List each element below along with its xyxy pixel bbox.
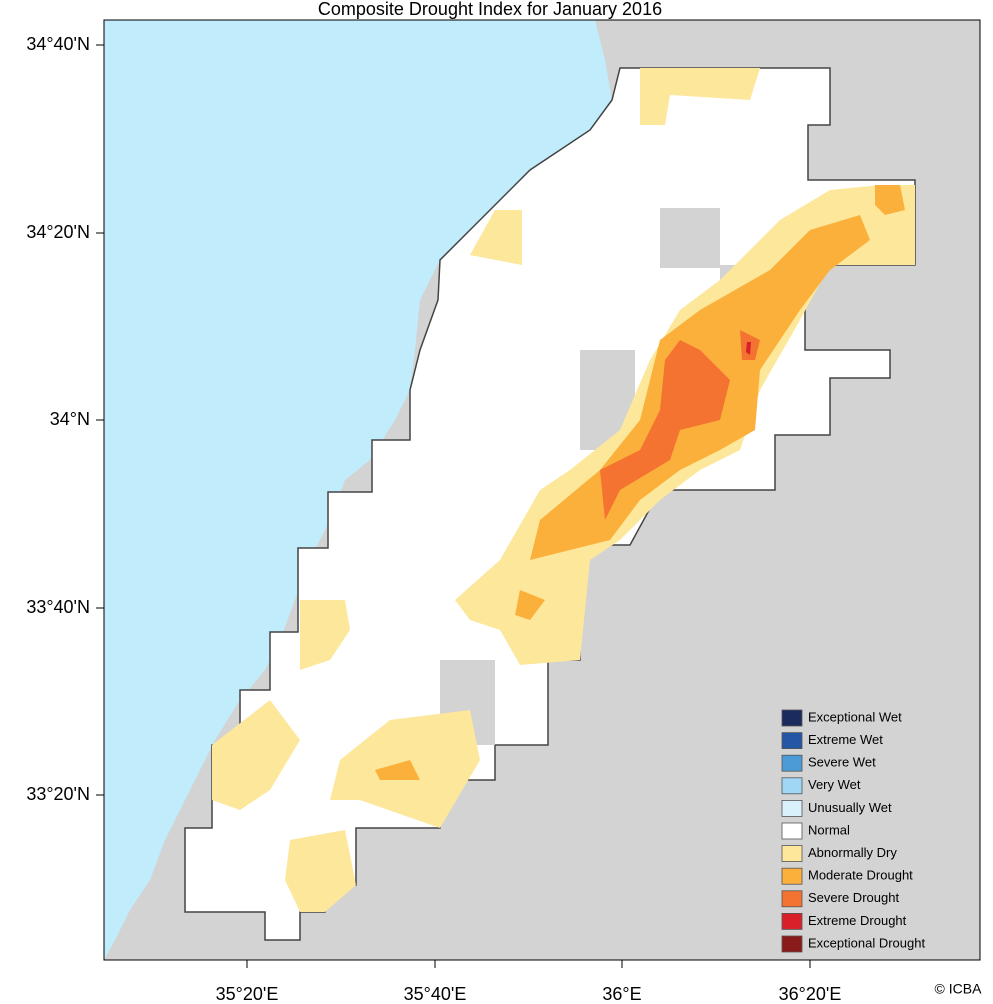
sea [104, 20, 612, 960]
dry-area [212, 700, 300, 810]
legend-label: Moderate Drought [808, 868, 913, 883]
legend-label: Abnormally Dry [808, 845, 897, 860]
dry-area [470, 210, 522, 265]
legend-label: Unusually Wet [808, 800, 892, 815]
legend-label: Severe Wet [808, 755, 876, 770]
map-area [103, 19, 981, 961]
legend-swatch [781, 935, 803, 953]
legend-swatch [781, 913, 803, 930]
no-data-cell [660, 208, 720, 268]
y-tick-label: 33°40'N [26, 597, 90, 617]
map-frame [103, 19, 981, 961]
y-tick-label: 34°20'N [26, 222, 90, 242]
legend-label: Exceptional Wet [808, 709, 902, 724]
dry-area [300, 600, 350, 670]
dry-area [285, 830, 356, 912]
legend-swatch [781, 845, 803, 862]
axes: 34°40'N 34°20'N 34°N 33°40'N 33°20'N 35°20'E 3… [26, 34, 841, 1004]
x-tick-label: 36°E [602, 984, 641, 1004]
legend-label: Exceptional Drought [808, 935, 925, 950]
extreme-area [746, 342, 751, 355]
x-tick-label: 35°40'E [404, 984, 467, 1004]
legend-label: Extreme Wet [808, 732, 883, 747]
credit: © ICBA [935, 981, 983, 997]
legend-label: Severe Drought [808, 890, 899, 905]
y-tick-label: 34°N [50, 409, 90, 429]
y-tick-label: 33°20'N [26, 784, 90, 804]
dry-area [640, 68, 760, 125]
y-tick-label: 34°40'N [26, 34, 90, 54]
moderate-area [515, 590, 545, 620]
x-tick-label: 35°20'E [216, 984, 279, 1004]
legend-swatch [781, 754, 803, 772]
legend-label: Extreme Drought [808, 913, 907, 928]
legend: Exceptional Wet Extreme Wet Severe Wet Very… [781, 709, 925, 953]
legend-swatch [781, 822, 803, 840]
legend-swatch [781, 732, 803, 749]
legend-swatch [781, 777, 803, 795]
legend-label: Normal [808, 822, 850, 837]
moderate-area [375, 760, 420, 780]
moderate-area [875, 185, 905, 215]
legend-swatch [781, 890, 803, 908]
severe-area [600, 340, 730, 520]
x-tick-label: 36°20'E [779, 984, 842, 1004]
legend-swatch [781, 800, 803, 817]
legend-label: Very Wet [808, 777, 861, 792]
legend-swatch [781, 867, 803, 885]
legend-swatch [781, 709, 803, 727]
map-title: Composite Drought Index for January 2016 [318, 0, 662, 19]
